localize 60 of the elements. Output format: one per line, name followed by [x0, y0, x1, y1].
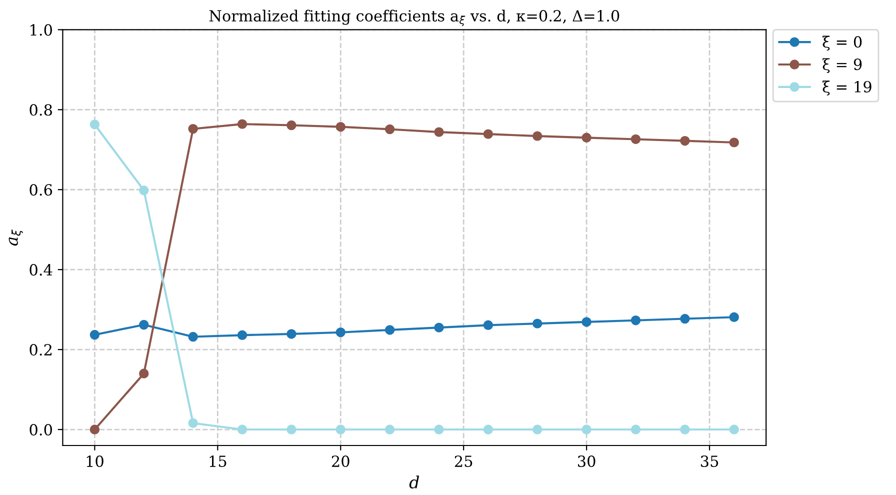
point [483, 320, 494, 330]
y-tick-label: 0.8 [30, 104, 52, 116]
y-tick-label: 0.4 [30, 264, 52, 276]
x-tick-label: 30 [578, 455, 596, 468]
y-tick-label: 0.2 [30, 344, 52, 356]
x-tick-label: 15 [210, 455, 226, 468]
point [434, 322, 444, 332]
point [90, 330, 100, 340]
point [139, 186, 149, 196]
point [286, 329, 296, 339]
x-tick-label: 25 [454, 455, 472, 468]
y-axis-title: a$_{ξ}$ [8, 230, 23, 246]
legend-label: ξ = 9 [822, 58, 862, 74]
point [630, 134, 641, 144]
x-tick-label: 20 [332, 455, 350, 468]
point [680, 424, 690, 434]
x-axis-title: d [409, 476, 420, 488]
x-tick-label: 10 [86, 455, 104, 468]
point [532, 131, 542, 141]
legend-label: ξ = 19 [822, 80, 872, 96]
point [582, 424, 592, 434]
point [336, 424, 346, 434]
point [384, 325, 395, 335]
legend-label: ξ = 0 [822, 36, 862, 51]
point [90, 120, 100, 130]
point [188, 124, 198, 134]
x-tick-label: 35 [700, 455, 718, 468]
point [483, 424, 494, 434]
point [336, 122, 346, 132]
point [532, 318, 542, 328]
point [680, 136, 690, 146]
point [630, 316, 641, 326]
y-tick-label: 0.0 [30, 424, 52, 436]
point [139, 368, 149, 378]
point [582, 317, 592, 327]
point [237, 330, 248, 340]
point [90, 424, 100, 434]
point [680, 314, 690, 324]
point [384, 124, 395, 134]
point [630, 424, 641, 434]
point [729, 312, 739, 322]
point [336, 327, 346, 338]
point [384, 424, 395, 434]
y-tick-label: 0.6 [30, 184, 52, 196]
y-tick-label: 1.0 [30, 24, 52, 36]
point [483, 129, 494, 139]
point [139, 320, 149, 330]
point [729, 138, 739, 148]
point [582, 132, 592, 143]
point [188, 418, 198, 428]
point [286, 120, 296, 130]
point [237, 119, 248, 129]
point [532, 424, 542, 434]
point [729, 424, 739, 434]
point [237, 424, 248, 434]
point [434, 127, 444, 137]
point [434, 424, 444, 434]
chart-title: Normalized fitting coefficients a$_{ξ}$ vs. d, κ=0.2, Δ=1.0 [209, 10, 620, 26]
point [286, 424, 296, 434]
point [188, 332, 198, 342]
